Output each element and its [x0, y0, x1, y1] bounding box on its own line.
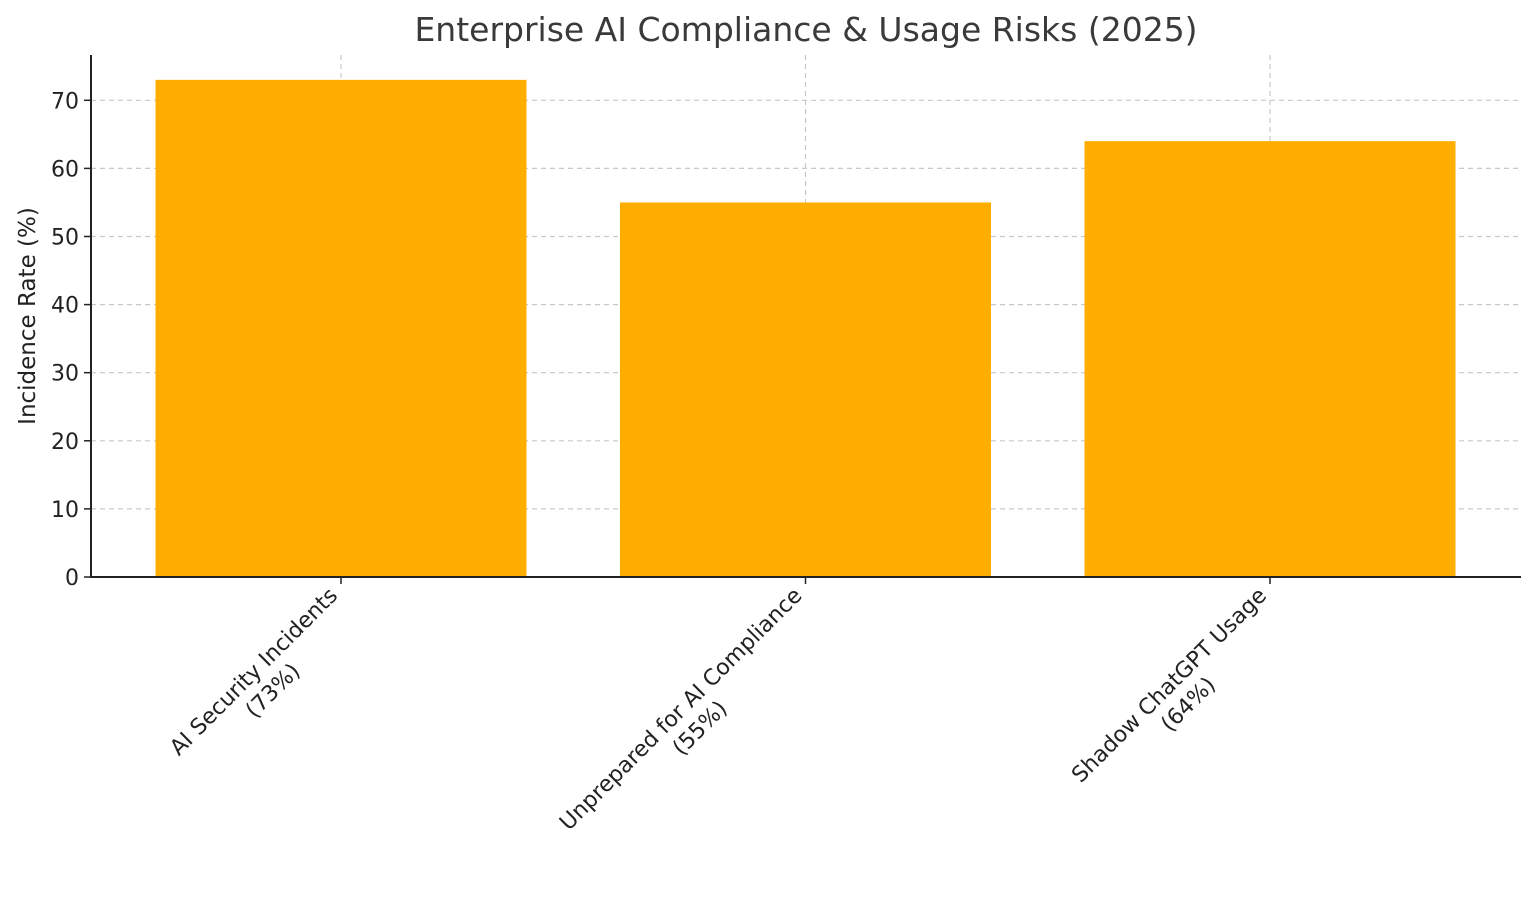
x-tick-label: AI Security Incidents(73%) — [165, 583, 362, 780]
y-tick-label: 70 — [51, 89, 79, 114]
y-tick-label: 0 — [65, 566, 79, 591]
y-tick-label: 50 — [51, 225, 79, 250]
y-tick-label: 60 — [51, 157, 79, 182]
x-tick-label-name: Unprepared for AI Compliance — [555, 583, 807, 835]
y-axis-label: Incidence Rate (%) — [15, 207, 41, 425]
bar — [155, 79, 527, 577]
bar — [620, 202, 991, 577]
svg-text:Unprepared for AI Compliance(5: Unprepared for AI Compliance(55%) — [555, 583, 826, 854]
y-tick-label: 20 — [51, 430, 79, 455]
x-tick-label: Shadow ChatGPT Usage(64%) — [1067, 583, 1291, 807]
chart-title: Enterprise AI Compliance & Usage Risks (… — [414, 10, 1197, 49]
x-tick-label-name: Shadow ChatGPT Usage — [1067, 583, 1272, 788]
svg-text:AI Security Incidents(73%): AI Security Incidents(73%) — [165, 583, 362, 780]
bar — [1084, 141, 1456, 577]
x-tick-label-name: AI Security Incidents — [165, 583, 343, 761]
axes-layer — [84, 55, 1521, 584]
y-tick-label: 30 — [51, 362, 79, 387]
y-tick-label: 40 — [51, 294, 79, 319]
x-tick-label: Unprepared for AI Compliance(55%) — [555, 583, 826, 854]
bars-layer — [155, 79, 1456, 577]
svg-text:Shadow ChatGPT Usage(64%): Shadow ChatGPT Usage(64%) — [1067, 583, 1291, 807]
y-tick-label: 10 — [51, 498, 79, 523]
